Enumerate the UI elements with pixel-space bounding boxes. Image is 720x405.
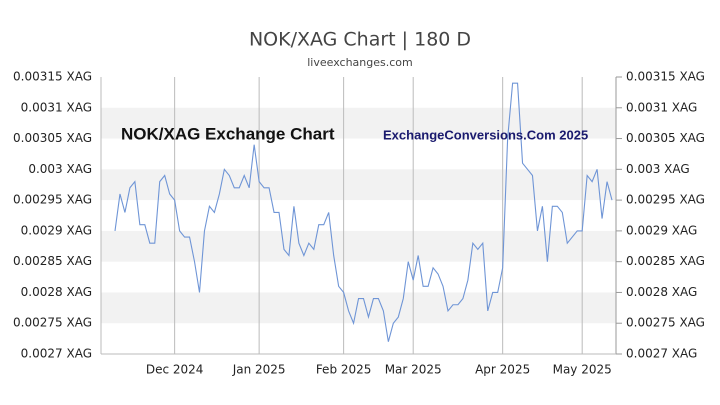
y-tick-label: 0.003 XAG: [28, 162, 92, 176]
x-tick-label: Apr 2025: [475, 363, 530, 377]
y-tick-label-right: 0.0028 XAG: [626, 285, 697, 299]
plot-background: [101, 107, 616, 324]
band: [101, 230, 616, 262]
y-tick-label: 0.0028 XAG: [21, 285, 92, 299]
band: [101, 107, 616, 139]
y-tick-label-right: 0.0031 XAG: [626, 100, 697, 114]
x-tick-label: May 2025: [553, 363, 612, 377]
y-tick-label-right: 0.0029 XAG: [626, 223, 697, 237]
y-tick-label-right: 0.00285 XAG: [626, 254, 705, 268]
y-tick-label-right: 0.00305 XAG: [626, 131, 705, 145]
y-tick-label-right: 0.00275 XAG: [626, 316, 705, 330]
chart-title: NOK/XAG Chart | 180 D: [249, 29, 471, 51]
band: [101, 292, 616, 324]
chart-subtitle: liveexchanges.com: [307, 56, 412, 69]
y-tick-label-right: 0.00295 XAG: [626, 193, 705, 207]
annotation: NOK/XAG Exchange Chart: [121, 124, 335, 143]
x-tick-label: Feb 2025: [316, 363, 372, 377]
x-tick-label: Jan 2025: [232, 363, 286, 377]
y-tick-label: 0.00285 XAG: [13, 254, 92, 268]
y-tick-label-right: 0.00315 XAG: [626, 70, 705, 84]
y-tick-label: 0.00315 XAG: [13, 70, 92, 84]
y-tick-label: 0.0027 XAG: [21, 347, 92, 361]
y-tick-label: 0.0031 XAG: [21, 100, 92, 114]
x-tick-label: Mar 2025: [385, 363, 442, 377]
y-tick-label-right: 0.0027 XAG: [626, 347, 697, 361]
data-line: [114, 82, 613, 342]
y-tick-label-right: 0.003 XAG: [626, 162, 690, 176]
y-tick-label: 0.00295 XAG: [13, 193, 92, 207]
x-tick-label: Dec 2024: [146, 363, 204, 377]
y-tick-label: 0.00275 XAG: [13, 316, 92, 330]
band: [101, 169, 616, 201]
annotation: ExchangeConversions.Com 2025: [383, 127, 588, 142]
y-tick-label: 0.00305 XAG: [13, 131, 92, 145]
y-tick-label: 0.0029 XAG: [21, 223, 92, 237]
